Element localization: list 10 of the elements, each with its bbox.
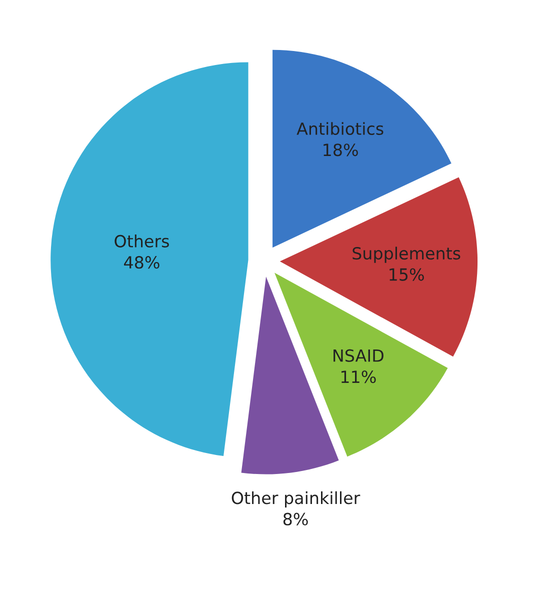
data-label: 18% (324, 144, 358, 156)
slice-label: Others (114, 234, 169, 248)
data-label: 11% (341, 370, 376, 384)
data-label: 48% (124, 256, 160, 269)
slice-label: Supplements (352, 246, 460, 263)
slice-label: Other painkiller (232, 491, 360, 508)
slice-label: Antibiotics (296, 122, 384, 135)
data-label: 15% (390, 268, 424, 281)
data-label: 8% (283, 512, 308, 526)
slice-label: NSAID (334, 349, 384, 362)
